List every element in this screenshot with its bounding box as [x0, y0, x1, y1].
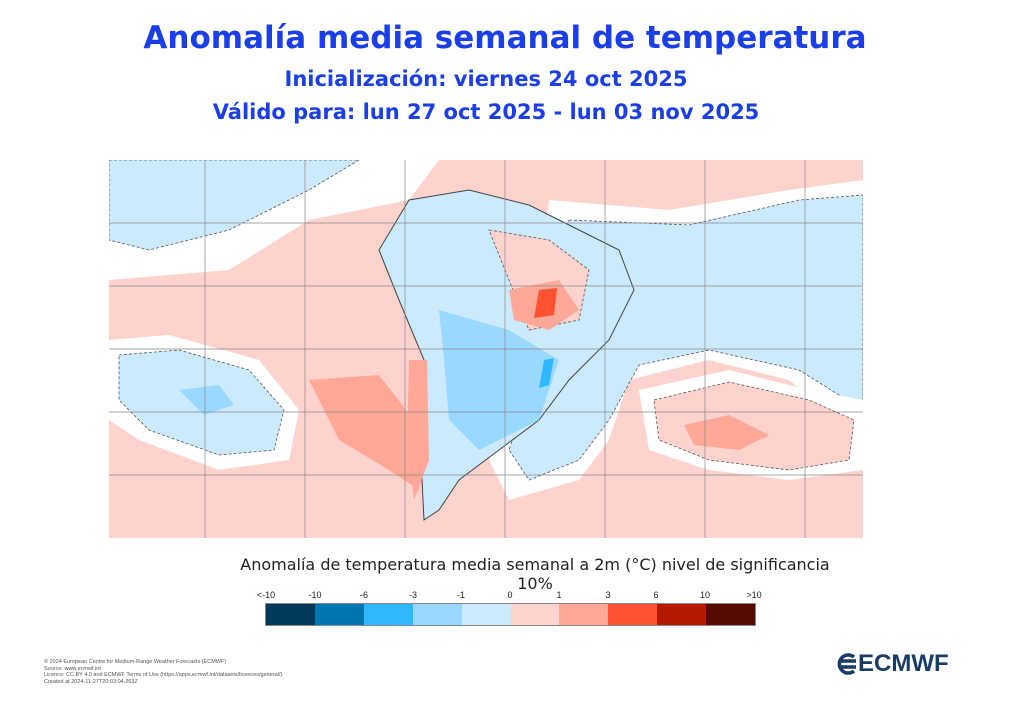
- colorbar-swatch: [314, 604, 364, 625]
- page-title: Anomalía media semanal de temperatura: [143, 20, 867, 56]
- ecmwf-logo-text: ECMWF: [858, 650, 949, 677]
- colorbar-swatch: [461, 604, 511, 625]
- footer-line: Licence: CC BY 4.0 and ECMWF Terms of Us…: [44, 672, 283, 678]
- colorbar-tick: -1: [456, 590, 466, 600]
- valid-period: Válido para: lun 27 oct 2025 - lun 03 no…: [212, 100, 760, 124]
- colorbar-swatch: [363, 604, 413, 625]
- colorbar-swatch: [657, 604, 707, 625]
- colorbar-swatch: [608, 604, 658, 625]
- colorbar-tick: -3: [408, 590, 418, 600]
- ecmwf-logo-icon: [837, 653, 856, 675]
- temperature-anomaly-map: [109, 160, 863, 538]
- colorbar-tick: 1: [556, 590, 562, 600]
- ecmwf-logo: ECMWF: [832, 650, 949, 678]
- footer-line: Created at 2024-11-27T20:03:04.263Z: [44, 678, 138, 685]
- initialization-date: Inicialización: viernes 24 oct 2025: [284, 67, 688, 91]
- colorbar-tick: -6: [359, 590, 369, 600]
- colorbar-swatch: [510, 604, 560, 625]
- colorbar-swatch: [412, 604, 462, 625]
- colorbar-tick: 0: [507, 590, 513, 600]
- colorbar-caption: Anomalía de temperatura media semanal a …: [240, 555, 830, 593]
- colorbar-swatch: [266, 604, 315, 625]
- footer-line: Source: www.ecmwf.int: [44, 665, 101, 672]
- colorbar-swatch: [706, 604, 756, 625]
- colorbar-tick: >10: [746, 590, 762, 600]
- colorbar: [265, 603, 756, 626]
- colorbar-tick: <-10: [256, 590, 276, 600]
- colorbar-tick: 10: [699, 590, 711, 600]
- footer-credits: © 2024 European Centre for Medium-Range …: [44, 659, 282, 685]
- colorbar-tick: 3: [605, 590, 611, 600]
- colorbar-swatch: [559, 604, 609, 625]
- footer-line: © 2024 European Centre for Medium-Range …: [44, 659, 227, 665]
- colorbar-tick: -10: [308, 590, 322, 600]
- colorbar-tick: 6: [653, 590, 659, 600]
